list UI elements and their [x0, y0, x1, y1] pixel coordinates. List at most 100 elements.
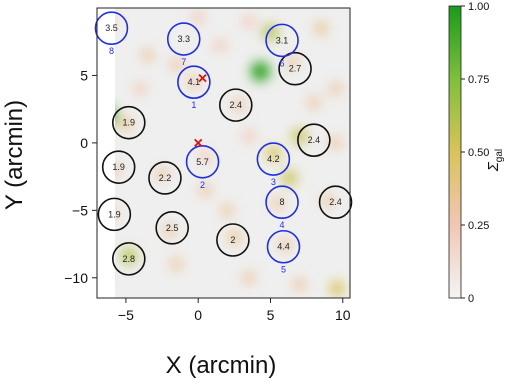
- colorbar-label: Σgal: [485, 149, 505, 172]
- y-tick-label: 0: [80, 135, 88, 151]
- density-blob: [329, 281, 345, 297]
- plot-frame: [96, 7, 351, 299]
- blue-circle: [265, 185, 299, 220]
- circle-layer: 1.9 1.9 2.2 1.9 2.5 2.8 2.4 2.7 2.4 2.4 2 3.5 8 3.3 7 4…: [94, 11, 353, 276]
- density-blob: [250, 61, 271, 82]
- density-blob: [170, 257, 184, 271]
- black-circle: [155, 211, 189, 245]
- density-blob: [191, 11, 205, 24]
- black-circle-value: 2.7: [289, 64, 302, 74]
- x-tick-label: 5: [267, 307, 275, 323]
- density-blob: [213, 39, 227, 53]
- density-blob: [281, 170, 298, 186]
- density-blob: [170, 58, 184, 72]
- density-blob: [119, 117, 133, 131]
- black-circle: [318, 185, 353, 220]
- y-axis: 5 0 −5 −10: [64, 67, 97, 286]
- x-axis-label: X (arcmin): [166, 352, 277, 379]
- blue-circle-value: 8: [280, 197, 285, 207]
- blue-circle: [185, 144, 220, 179]
- blue-circle-id: 3: [271, 177, 276, 187]
- black-circle-value: 2.4: [230, 100, 243, 110]
- density-blob: [278, 238, 292, 252]
- black-circle: [101, 150, 136, 184]
- blue-circle-value: 4.4: [277, 242, 290, 252]
- black-circle: [97, 197, 132, 232]
- colorbar-tick-label: 0.25: [468, 220, 489, 232]
- density-blob: [307, 95, 321, 109]
- density-blob: [291, 128, 308, 144]
- density-blob: [285, 55, 299, 69]
- density-blob: [242, 271, 256, 285]
- blue-circle-id: 6: [280, 58, 285, 68]
- colorbar-label-main: Σ: [485, 161, 502, 172]
- density-blob: [227, 230, 242, 245]
- density-blob: [120, 248, 137, 265]
- density-blob: [115, 163, 121, 177]
- density-blob: [98, 269, 111, 282]
- blue-circle-id: 7: [181, 57, 186, 67]
- black-circle-value: 1.9: [108, 209, 121, 219]
- density-field: [98, 11, 345, 297]
- density-blob: [329, 136, 343, 150]
- black-circle-value: 2.2: [159, 173, 172, 183]
- black-circle-value: 2.4: [329, 197, 342, 207]
- blue-circle-id: 2: [200, 180, 205, 190]
- density-blob: [198, 183, 212, 197]
- density-blob: [134, 82, 147, 96]
- blue-circle-value: 3.5: [105, 23, 118, 33]
- x-tick-label: −5: [118, 307, 134, 323]
- black-circle: [112, 105, 146, 140]
- y-tick-label: −10: [64, 270, 88, 286]
- black-circle-value: 2: [230, 235, 235, 245]
- black-circle-value: 1.9: [123, 118, 136, 128]
- blue-circle-value: 3.1: [276, 35, 289, 45]
- colorbar-tick-label: 0: [468, 293, 474, 305]
- blue-circle-value: 3.3: [177, 34, 190, 44]
- density-blob: [292, 278, 306, 292]
- colorbar: 0 0.25 0.50 0.75 1.00 Σgal: [448, 1, 505, 305]
- y-tick-label: 5: [80, 67, 88, 83]
- red-x-marker-stroke: [198, 74, 207, 83]
- density-blob: [242, 129, 256, 143]
- density-blob: [271, 197, 285, 211]
- blue-circle: [166, 22, 201, 56]
- blue-circle: [265, 23, 299, 58]
- blue-circle: [94, 11, 129, 46]
- marker-layer: [194, 74, 207, 148]
- blue-circle: [256, 142, 291, 176]
- red-x-marker: [198, 74, 207, 83]
- x-tick-label: 0: [194, 307, 202, 323]
- black-circle: [112, 242, 146, 276]
- y-axis-label: Y (arcmin): [1, 100, 28, 210]
- black-circle: [297, 123, 331, 157]
- blue-circle-value: 5.7: [196, 157, 209, 167]
- colorbar-tick-label: 1.00: [468, 1, 489, 13]
- density-blob: [141, 48, 155, 62]
- blue-circle: [266, 229, 301, 264]
- plot-area: 1.9 1.9 2.2 1.9 2.5 2.8 2.4 2.7 2.4 2.4 2 3.5 8 3.3 7 4…: [94, 8, 353, 298]
- density-blob: [115, 20, 116, 23]
- density-blob: [162, 224, 176, 238]
- black-circle-value: 1.9: [112, 162, 125, 172]
- plot-background: [115, 8, 350, 298]
- blue-circle-id: 8: [109, 46, 114, 56]
- black-circle: [278, 51, 312, 86]
- colorbar-ticks: 0 0.25 0.50 0.75 1.00: [461, 1, 489, 305]
- blue-circle-id: 5: [281, 265, 286, 275]
- density-blob: [242, 15, 256, 28]
- black-circle-value: 2.8: [123, 254, 136, 264]
- colorbar-label-sub: gal: [494, 149, 505, 162]
- black-circle-value: 2.5: [166, 223, 179, 233]
- red-x-marker-stroke: [194, 138, 203, 148]
- colorbar-tick-label: 0.75: [468, 74, 489, 86]
- black-circle: [218, 88, 253, 122]
- colorbar-ramp: [448, 5, 462, 299]
- density-blob: [329, 82, 343, 96]
- density-blob: [199, 150, 212, 163]
- density-blob: [155, 167, 169, 181]
- black-circle-value: 2.4: [308, 135, 321, 145]
- density-blob: [220, 203, 234, 217]
- x-tick-label: 10: [335, 307, 351, 323]
